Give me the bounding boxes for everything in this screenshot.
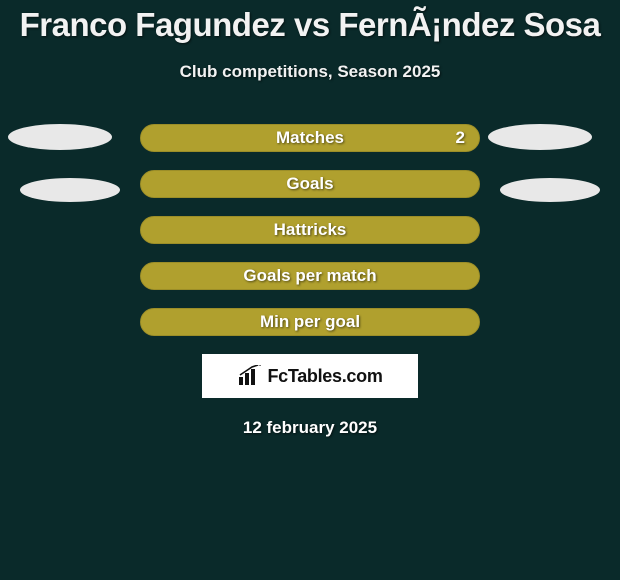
subtitle: Club competitions, Season 2025: [0, 62, 620, 82]
stat-value: 2: [456, 128, 465, 148]
stat-label: Hattricks: [274, 220, 347, 240]
stat-bar: Goals per match: [140, 262, 480, 290]
side-ellipse: [500, 178, 600, 202]
page-title: Franco Fagundez vs FernÃ¡ndez Sosa: [0, 0, 620, 44]
stat-label: Min per goal: [260, 312, 360, 332]
stat-row: Goals per match: [0, 262, 620, 290]
stat-label: Matches: [276, 128, 344, 148]
stat-bar: Goals: [140, 170, 480, 198]
date-text: 12 february 2025: [0, 418, 620, 438]
stat-label: Goals: [286, 174, 333, 194]
side-ellipse: [488, 124, 592, 150]
logo-text: FcTables.com: [267, 366, 382, 387]
stat-bar: Min per goal: [140, 308, 480, 336]
stat-label: Goals per match: [243, 266, 376, 286]
bar-chart-icon: [237, 365, 263, 387]
stat-bar: Matches 2: [140, 124, 480, 152]
side-ellipse: [20, 178, 120, 202]
side-ellipse: [8, 124, 112, 150]
stats-rows: Matches 2 Goals Hattricks Goals per match Min…: [0, 124, 620, 336]
stat-row: Hattricks: [0, 216, 620, 244]
stat-row: Min per goal: [0, 308, 620, 336]
logo-box: FcTables.com: [202, 354, 418, 398]
stat-bar: Hattricks: [140, 216, 480, 244]
